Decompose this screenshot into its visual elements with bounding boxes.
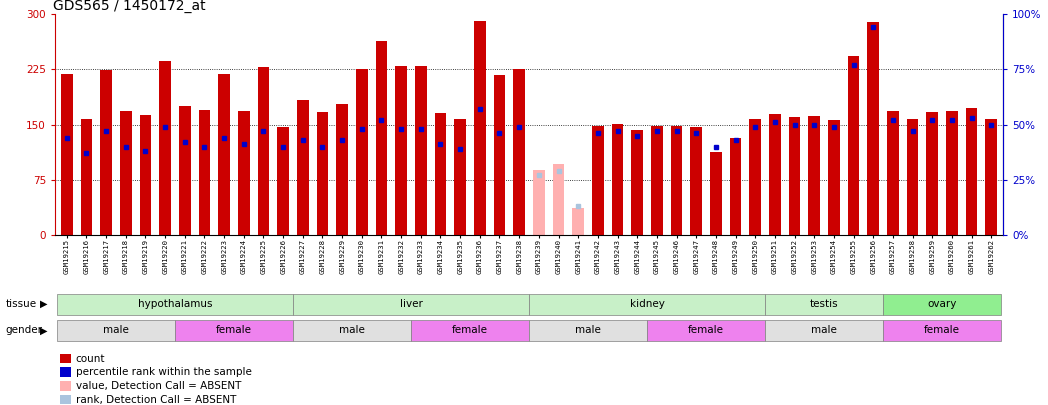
- Text: female: female: [924, 326, 960, 335]
- Text: value, Detection Call = ABSENT: value, Detection Call = ABSENT: [75, 381, 241, 391]
- Bar: [533, 170, 545, 235]
- Text: percentile rank within the sample: percentile rank within the sample: [75, 367, 252, 377]
- Text: rank, Detection Call = ABSENT: rank, Detection Call = ABSENT: [75, 394, 236, 405]
- Bar: [691, 128, 702, 235]
- Text: ovary: ovary: [927, 299, 957, 309]
- Bar: [297, 100, 309, 235]
- Bar: [415, 66, 427, 235]
- Bar: [81, 119, 92, 235]
- Bar: [293, 320, 411, 341]
- Bar: [769, 113, 781, 235]
- Bar: [101, 70, 112, 235]
- Bar: [788, 117, 801, 235]
- Text: GDS565 / 1450172_at: GDS565 / 1450172_at: [53, 0, 205, 13]
- Bar: [60, 367, 71, 377]
- Bar: [828, 120, 839, 235]
- Bar: [612, 124, 624, 235]
- Bar: [729, 138, 741, 235]
- Bar: [494, 75, 505, 235]
- Text: ▶: ▶: [40, 326, 47, 335]
- Bar: [529, 320, 647, 341]
- Bar: [883, 294, 1001, 315]
- Bar: [868, 21, 879, 235]
- Bar: [293, 294, 529, 315]
- Bar: [336, 104, 348, 235]
- Bar: [198, 110, 211, 235]
- Text: count: count: [75, 354, 106, 364]
- Bar: [57, 320, 175, 341]
- Bar: [572, 209, 584, 235]
- Bar: [592, 126, 604, 235]
- Bar: [175, 320, 293, 341]
- Bar: [926, 112, 938, 235]
- Text: male: male: [575, 326, 601, 335]
- Bar: [139, 115, 151, 235]
- Bar: [709, 152, 722, 235]
- Bar: [907, 119, 918, 235]
- Bar: [435, 113, 446, 235]
- Bar: [238, 111, 249, 235]
- Text: hypothalamus: hypothalamus: [137, 299, 213, 309]
- Bar: [749, 119, 761, 235]
- Bar: [808, 117, 821, 235]
- Bar: [529, 294, 765, 315]
- Text: female: female: [216, 326, 252, 335]
- Bar: [631, 130, 643, 235]
- Text: ▶: ▶: [40, 299, 47, 309]
- Text: male: male: [103, 326, 129, 335]
- Bar: [887, 111, 899, 235]
- Bar: [258, 67, 269, 235]
- Bar: [60, 381, 71, 391]
- Bar: [651, 126, 662, 235]
- Bar: [671, 126, 682, 235]
- Bar: [218, 74, 231, 235]
- Bar: [647, 320, 765, 341]
- Bar: [514, 69, 525, 235]
- Bar: [848, 56, 859, 235]
- Bar: [883, 320, 1001, 341]
- Bar: [965, 109, 978, 235]
- Text: male: male: [340, 326, 365, 335]
- Text: kidney: kidney: [630, 299, 664, 309]
- Bar: [946, 111, 958, 235]
- Text: female: female: [452, 326, 488, 335]
- Bar: [474, 21, 485, 235]
- Bar: [765, 320, 883, 341]
- Bar: [765, 294, 883, 315]
- Text: male: male: [811, 326, 837, 335]
- Text: liver: liver: [399, 299, 422, 309]
- Text: gender: gender: [5, 326, 42, 335]
- Bar: [411, 320, 529, 341]
- Bar: [395, 66, 407, 235]
- Bar: [60, 394, 71, 405]
- Bar: [179, 106, 191, 235]
- Bar: [57, 294, 293, 315]
- Text: tissue: tissue: [5, 299, 37, 309]
- Text: testis: testis: [810, 299, 838, 309]
- Text: female: female: [689, 326, 724, 335]
- Bar: [375, 41, 388, 235]
- Bar: [60, 354, 71, 363]
- Bar: [316, 112, 328, 235]
- Bar: [985, 119, 997, 235]
- Bar: [119, 111, 132, 235]
- Bar: [61, 74, 72, 235]
- Bar: [552, 164, 565, 235]
- Bar: [278, 128, 289, 235]
- Bar: [356, 68, 368, 235]
- Bar: [454, 119, 466, 235]
- Bar: [159, 60, 171, 235]
